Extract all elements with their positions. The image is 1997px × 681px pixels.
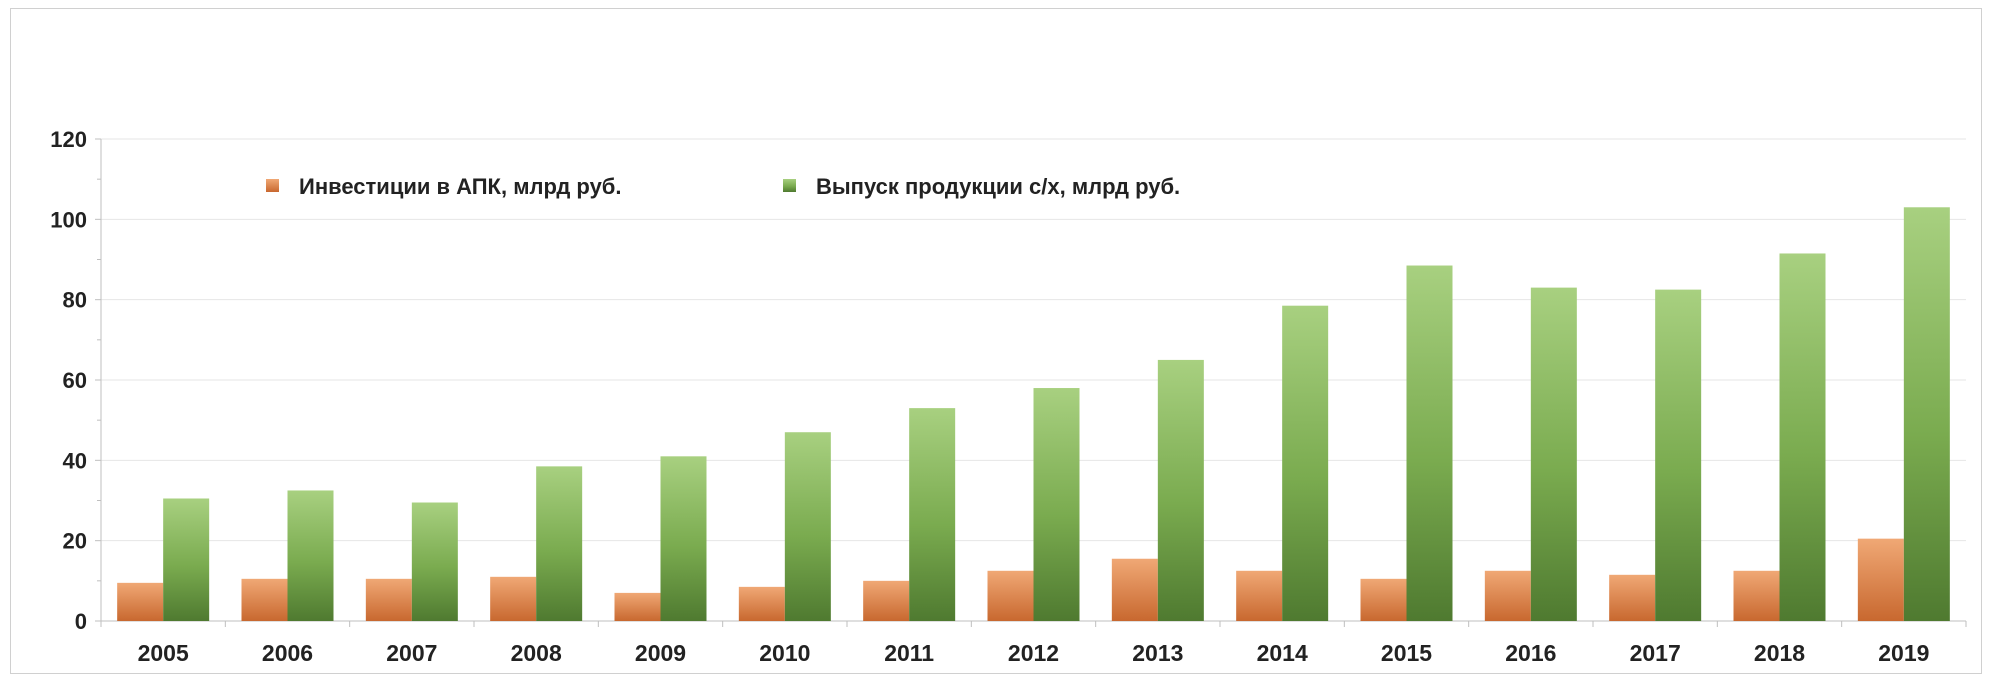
bar-investments xyxy=(863,580,910,621)
bar-investments xyxy=(1733,570,1780,621)
bar-output xyxy=(163,498,210,621)
x-tick-label: 2015 xyxy=(1381,640,1432,666)
x-tick-label: 2016 xyxy=(1505,640,1556,666)
bar-output xyxy=(909,408,956,621)
bar-investments xyxy=(365,578,412,621)
bar-output xyxy=(287,490,334,621)
y-tick-label: 0 xyxy=(75,609,87,634)
bar-output xyxy=(784,432,831,621)
bar-output xyxy=(1779,253,1826,621)
y-tick-label: 120 xyxy=(50,127,87,152)
x-tick-label: 2012 xyxy=(1008,640,1059,666)
legend-swatch-investments xyxy=(266,179,279,192)
x-tick-label: 2005 xyxy=(138,640,189,666)
bar-investments xyxy=(1236,570,1283,621)
x-tick-label: 2013 xyxy=(1132,640,1183,666)
bar-chart: 2005 2006 2007 2008 2009 2010 2011 2012 2013 2014… xyxy=(50,127,1967,666)
x-tick-label: 2014 xyxy=(1257,640,1308,666)
bar-investments xyxy=(1609,574,1656,621)
bar-output xyxy=(660,456,707,621)
x-tick-label: 2011 xyxy=(884,640,934,666)
bar-investments xyxy=(738,586,785,621)
x-tick-label: 2018 xyxy=(1754,640,1805,666)
bar-output xyxy=(1655,289,1702,621)
bar-output xyxy=(536,466,583,621)
bar-investments xyxy=(1360,578,1407,621)
bar-investments xyxy=(241,578,288,621)
bar-investments xyxy=(1111,558,1158,621)
y-tick-label: 40 xyxy=(63,448,87,473)
bar-output xyxy=(1157,359,1204,621)
bar-output xyxy=(1903,207,1950,622)
bar-output xyxy=(1033,388,1080,621)
y-tick-label: 20 xyxy=(63,529,87,554)
bar-output xyxy=(1530,287,1577,621)
x-tick-label: 2010 xyxy=(759,640,810,666)
y-tick-label: 60 xyxy=(63,368,87,393)
y-tick-label: 80 xyxy=(63,288,87,313)
bar-investments xyxy=(117,582,164,621)
legend-label-investments: Инвестиции в АПК, млрд руб. xyxy=(299,174,622,199)
x-tick-label: 2008 xyxy=(511,640,562,666)
bar-output xyxy=(1282,305,1329,621)
x-tick-label: 2019 xyxy=(1878,640,1929,666)
bar-output xyxy=(411,502,458,621)
legend-swatch-output xyxy=(783,179,796,192)
x-tick-label: 2017 xyxy=(1630,640,1681,666)
bar-investments xyxy=(614,592,661,621)
bar-investments xyxy=(1857,538,1904,621)
x-tick-label: 2007 xyxy=(386,640,437,666)
chart-frame: 2005 2006 2007 2008 2009 2010 2011 2012 2013 2014… xyxy=(10,8,1982,674)
bar-investments xyxy=(1484,570,1531,621)
bar-investments xyxy=(987,570,1034,621)
bar-investments xyxy=(490,576,537,621)
y-tick-label: 100 xyxy=(50,207,87,232)
x-tick-label: 2009 xyxy=(635,640,686,666)
bar-output xyxy=(1406,265,1453,621)
x-tick-label: 2006 xyxy=(262,640,313,666)
legend-label-output: Выпуск продукции с/х, млрд руб. xyxy=(816,174,1180,199)
